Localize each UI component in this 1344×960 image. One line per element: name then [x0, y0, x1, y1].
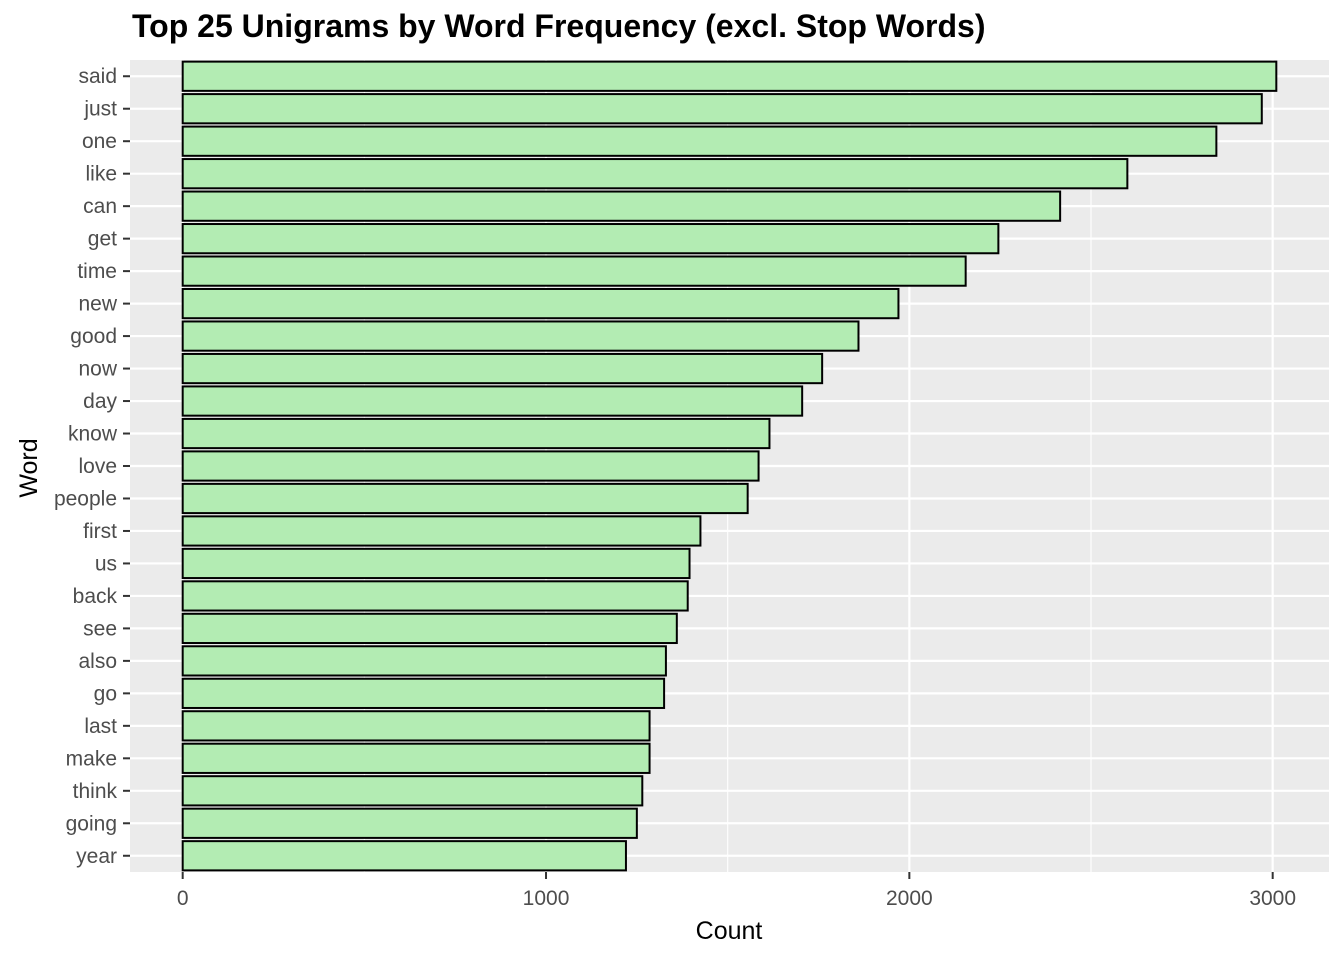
bar-good: [181, 320, 860, 352]
bar-one: [181, 125, 1218, 157]
y-tick-label: make: [66, 747, 117, 770]
bar-said: [181, 60, 1278, 92]
y-tick-label: time: [77, 260, 117, 283]
y-tick-label: year: [76, 845, 117, 868]
y-tick-label: just: [83, 98, 117, 121]
bar-love: [181, 450, 760, 482]
y-tick-label: us: [95, 552, 117, 575]
bar-now: [181, 352, 824, 385]
y-tick-label: can: [83, 195, 117, 218]
y-tick-label: back: [73, 585, 118, 608]
y-tick-label: know: [68, 423, 118, 446]
x-tick-label: 3000: [1249, 887, 1296, 910]
y-tick-label: love: [78, 455, 117, 478]
y-tick-label: going: [66, 812, 117, 835]
y-tick-label: now: [78, 358, 117, 381]
bar-make: [181, 742, 651, 774]
x-tick-label: 0: [177, 887, 189, 910]
bar-see: [181, 612, 678, 645]
bar-new: [181, 287, 900, 320]
bar-go: [181, 677, 666, 709]
bar-people: [181, 482, 749, 515]
y-tick-label: new: [78, 293, 117, 316]
bar-time: [181, 255, 967, 287]
x-axis-ticks: 0 1000 2000 3000: [177, 872, 1296, 910]
x-tick-label: 2000: [886, 887, 933, 910]
y-tick-label: one: [82, 130, 117, 153]
y-tick-label: first: [83, 520, 117, 543]
y-tick-label: see: [83, 617, 117, 640]
y-axis-ticks: said just one like can get time new good now day kn…: [54, 65, 130, 868]
chart-title: Top 25 Unigrams by Word Frequency (excl.…: [132, 8, 986, 44]
bar-think: [181, 775, 644, 807]
x-axis-title: Count: [696, 917, 763, 945]
y-tick-label: also: [78, 650, 117, 673]
y-tick-label: last: [84, 715, 117, 738]
y-tick-label: like: [85, 163, 117, 186]
y-tick-label: good: [70, 325, 117, 348]
bar-year: [181, 840, 627, 872]
bar-just: [181, 93, 1263, 125]
bar-like: [181, 158, 1129, 190]
y-tick-label: people: [54, 487, 117, 510]
bar-day: [181, 385, 804, 417]
bar-can: [181, 190, 1062, 222]
bar-know: [181, 417, 771, 450]
bar-going: [181, 807, 638, 839]
bar-also: [181, 645, 667, 677]
bar-get: [181, 223, 1000, 255]
y-axis-title: Word: [15, 438, 43, 497]
y-tick-label: think: [73, 780, 118, 803]
y-tick-label: go: [94, 682, 117, 705]
y-tick-label: get: [88, 228, 117, 251]
bars: [181, 60, 1278, 872]
y-tick-label: day: [83, 390, 117, 413]
y-tick-label: said: [78, 65, 117, 88]
bar-last: [181, 710, 651, 742]
x-tick-label: 1000: [523, 887, 570, 910]
bar-first: [181, 515, 702, 547]
bar-us: [181, 547, 691, 580]
bar-back: [181, 580, 689, 612]
